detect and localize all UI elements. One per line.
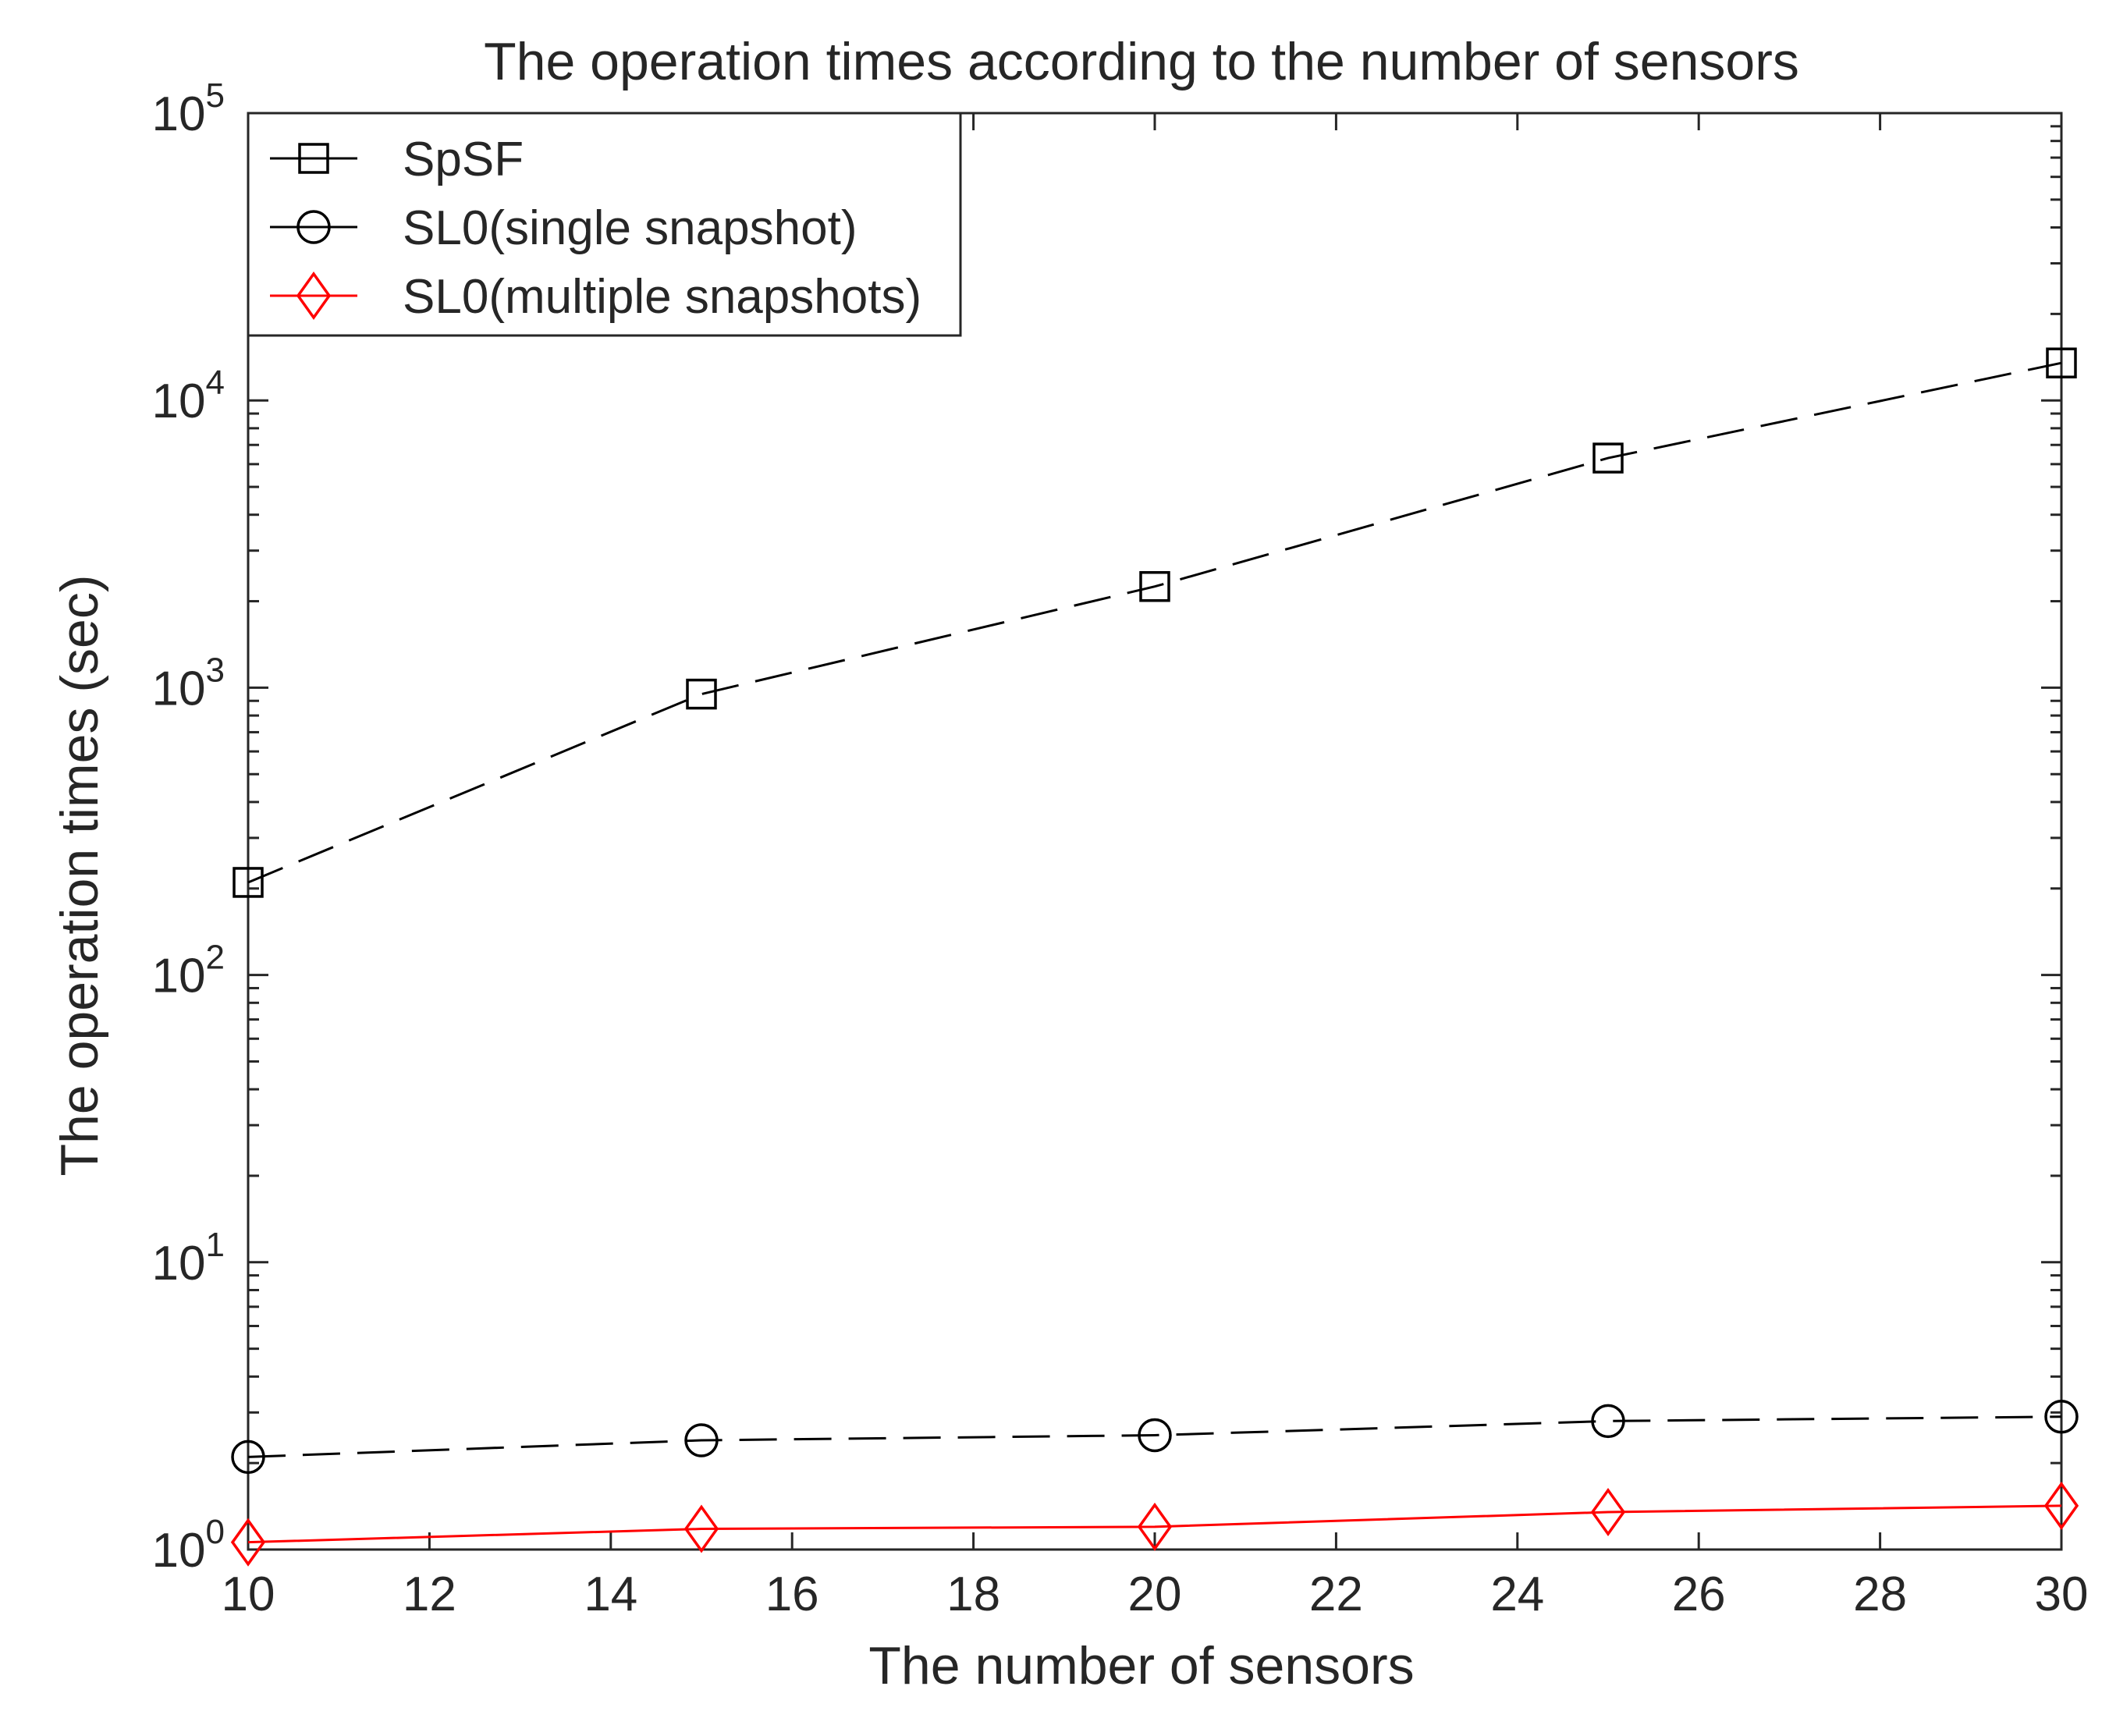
y-tick-label-base: 10: [152, 87, 206, 141]
legend-label-1: SL0(single snapshot): [403, 201, 857, 255]
series-1-marker: [1591, 1404, 1625, 1439]
x-tick-label: 26: [1672, 1567, 1726, 1621]
series-2-marker: [2043, 1481, 2079, 1530]
x-tick-label: 18: [946, 1567, 1000, 1621]
chart-title: The operation times according to the num…: [484, 32, 1799, 91]
y-tick-label-exponent: 2: [206, 939, 225, 977]
y-tick-label: 105: [152, 76, 225, 141]
x-tick-label: 24: [1490, 1567, 1544, 1621]
legend-box: [247, 112, 962, 337]
series-0-marker: [1592, 442, 1624, 474]
series-line-2: [247, 1504, 2062, 1544]
legend-marker-0: [298, 143, 329, 174]
y-tick-label-exponent: 0: [206, 1513, 225, 1551]
x-axis-label: The number of sensors: [868, 1636, 1414, 1695]
y-tick-label-exponent: 3: [206, 651, 225, 689]
legend: SpSF SL0(single snapshot) SL0(multiple sna…: [247, 112, 962, 337]
x-tick-label: 22: [1309, 1567, 1363, 1621]
series-line-1: [247, 1415, 2062, 1458]
x-tick-label: 16: [765, 1567, 819, 1621]
x-tick-label: 12: [403, 1567, 456, 1621]
series-2-marker: [230, 1518, 266, 1567]
y-tick-label: 102: [152, 939, 225, 1003]
x-tick-label: 28: [1853, 1567, 1907, 1621]
y-tick-label-base: 10: [152, 662, 206, 715]
x-tick-label: 14: [584, 1567, 637, 1621]
y-tick-label-base: 10: [152, 1524, 206, 1578]
y-tick-label-exponent: 4: [206, 364, 225, 402]
series-0-marker: [2046, 347, 2077, 378]
legend-marker-1: [296, 210, 331, 244]
y-tick-label: 104: [152, 364, 225, 428]
y-tick-label-exponent: 5: [206, 76, 225, 115]
legend-label-2: SL0(multiple snapshots): [403, 270, 921, 324]
x-tick-label: 20: [1128, 1567, 1182, 1621]
legend-label-0: SpSF: [403, 133, 524, 186]
x-tick-label: 30: [2035, 1567, 2089, 1621]
y-axis-label: The operation times (sec): [50, 575, 109, 1177]
series-0-marker: [686, 678, 717, 710]
y-tick-label: 100: [152, 1513, 225, 1578]
series-1-marker: [2044, 1399, 2079, 1434]
y-tick-label: 103: [152, 651, 225, 715]
series-0-marker: [233, 867, 264, 898]
series-2-marker: [1137, 1502, 1173, 1551]
series-line-0: [247, 361, 2062, 884]
y-tick-label-base: 10: [152, 1237, 206, 1290]
legend-marker-2: [296, 271, 332, 321]
y-tick-label-base: 10: [152, 375, 206, 428]
y-tick-label: 101: [152, 1226, 225, 1290]
series-1-marker: [1138, 1418, 1172, 1453]
series-1-marker: [231, 1440, 265, 1475]
x-tick-label: 10: [222, 1567, 275, 1621]
y-tick-label-base: 10: [152, 950, 206, 1003]
series-0-marker: [1139, 570, 1170, 602]
y-tick-label-exponent: 1: [206, 1226, 225, 1264]
series-1-marker: [684, 1423, 719, 1457]
series-2-marker: [683, 1504, 719, 1553]
series-2-marker: [1590, 1488, 1626, 1537]
